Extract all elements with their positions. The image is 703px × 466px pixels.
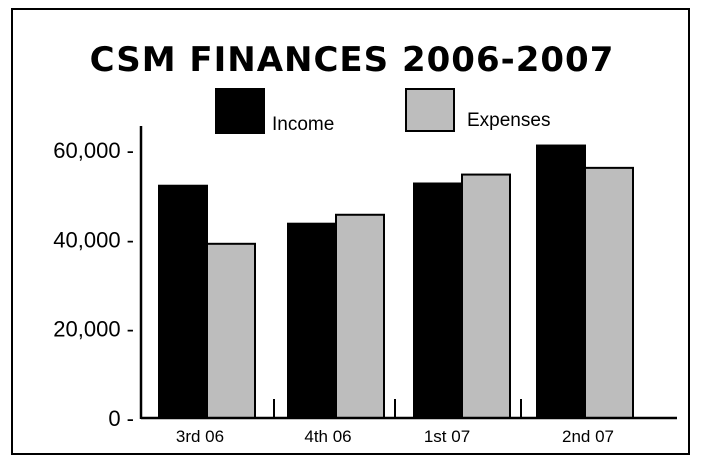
y-axis: 0 - 20,000 - 40,000 - 60,000 - bbox=[53, 126, 143, 431]
bar-expenses-1 bbox=[206, 242, 256, 419]
x-tick-label: 1st 07 bbox=[424, 427, 470, 446]
bar-income-2 bbox=[287, 222, 337, 419]
bar-income-1 bbox=[158, 184, 208, 419]
legend-label-expenses: Expenses bbox=[467, 110, 550, 131]
x-axis: 3rd 06 4th 06 1st 07 2nd 07 bbox=[141, 399, 677, 446]
legend-label-income: Income bbox=[272, 114, 334, 135]
x-tick-label: 2nd 07 bbox=[562, 427, 614, 446]
legend-swatch-income bbox=[215, 88, 265, 134]
y-tick-label: 0 - bbox=[108, 406, 134, 431]
bar-expenses-3 bbox=[461, 173, 511, 419]
legend-swatch-expenses bbox=[405, 88, 455, 132]
bar-income-3 bbox=[413, 182, 463, 419]
bars bbox=[158, 144, 634, 420]
bar-expenses-2 bbox=[335, 213, 385, 419]
x-tick-label: 3rd 06 bbox=[176, 427, 224, 446]
bar-expenses-4 bbox=[584, 166, 634, 419]
bar-income-4 bbox=[536, 144, 586, 420]
y-tick-label: 40,000 - bbox=[53, 227, 134, 252]
legend: Income Expenses bbox=[215, 88, 550, 135]
x-tick-label: 4th 06 bbox=[304, 427, 351, 446]
y-tick-label: 20,000 - bbox=[53, 317, 134, 342]
chart-title: CSM FINANCES 2006-2007 bbox=[90, 40, 615, 80]
y-tick-label: 60,000 - bbox=[53, 138, 134, 163]
